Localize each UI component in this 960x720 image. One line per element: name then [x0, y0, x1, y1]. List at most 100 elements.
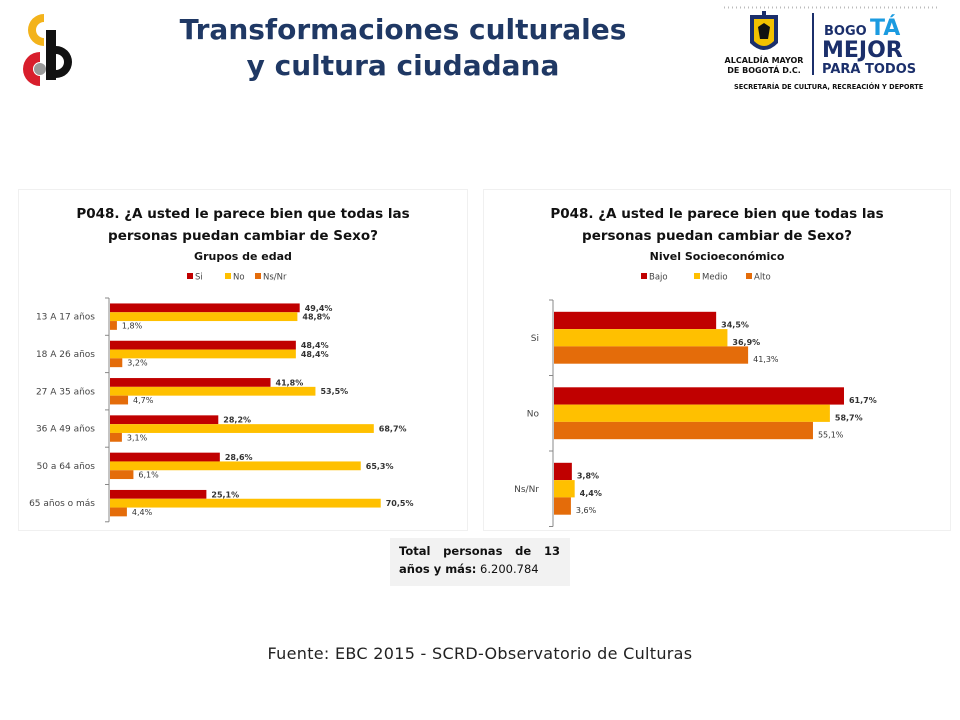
bar-alto-1: [554, 421, 813, 440]
bar-bajo-1: [554, 387, 844, 405]
chart-title-line-2: personas puedan cambiar de Sexo?: [108, 228, 378, 244]
data-label: 36,9%: [732, 338, 760, 347]
legend-swatch-1: [225, 273, 231, 279]
bar-no-0: [110, 312, 298, 322]
legend-label-2: Alto: [754, 273, 771, 283]
secretaria-text: SECRETARÍA DE CULTURA, RECREACIÓN Y DEPO…: [734, 82, 924, 91]
data-label: 49,4%: [305, 304, 333, 313]
legend-swatch-2: [255, 273, 261, 279]
legend-label-0: Si: [195, 273, 203, 283]
bar-medio-1: [554, 404, 830, 422]
legend-swatch-1: [694, 273, 700, 279]
total-word-1: Total: [399, 544, 431, 558]
data-label: 41,8%: [276, 378, 304, 387]
total-persons-box: Total personas de 13 años y más: 6.200.7…: [390, 538, 570, 586]
bar-si-0: [110, 303, 300, 313]
bar-medio-2: [554, 480, 575, 498]
data-label: 68,7%: [379, 424, 407, 433]
bar-si-4: [110, 452, 220, 462]
data-label: 58,7%: [835, 413, 863, 422]
brand-bo: BOGO: [824, 24, 867, 39]
bar-no-2: [110, 386, 316, 396]
category-label-2: 27 A 35 años: [36, 387, 95, 397]
brand-mejor: MEJOR: [822, 38, 903, 63]
bar-nsnr-5: [110, 507, 127, 517]
coat-of-arms-icon: [750, 11, 778, 50]
data-label: 48,4%: [301, 341, 329, 350]
chart-subtitle: Grupos de edad: [194, 250, 292, 263]
bar-medio-0: [554, 329, 728, 347]
data-label: 41,3%: [753, 355, 779, 364]
data-label: 65,3%: [366, 462, 394, 471]
chart-title-line-1: P048. ¿A usted le parece bien que todas …: [550, 206, 883, 222]
title-line-2: y cultura ciudadana: [246, 49, 560, 82]
data-label: 3,2%: [127, 359, 148, 368]
data-label: 34,5%: [721, 321, 749, 330]
data-label: 3,8%: [577, 472, 599, 481]
total-word-3: de: [515, 544, 532, 558]
chart-title-line-2: personas puedan cambiar de Sexo?: [582, 228, 852, 244]
bar-si-2: [110, 378, 271, 387]
category-label-0: Si: [531, 334, 539, 344]
data-label: 53,5%: [320, 387, 348, 396]
data-label: 28,2%: [223, 416, 251, 425]
chart-title-line-1: P048. ¿A usted le parece bien que todas …: [76, 206, 409, 222]
category-label-3: 36 A 49 años: [36, 425, 95, 435]
data-label: 1,8%: [122, 321, 143, 330]
category-label-5: 65 años o más: [29, 499, 95, 509]
bar-si-1: [110, 340, 296, 350]
bar-no-1: [110, 349, 296, 359]
legend-label-0: Bajo: [649, 273, 668, 283]
bar-bajo-0: [554, 311, 717, 330]
data-label: 25,1%: [211, 490, 239, 499]
data-label: 3,6%: [576, 506, 597, 515]
legend-label-2: Ns/Nr: [263, 273, 287, 283]
data-label: 28,6%: [225, 453, 253, 462]
chart-age-groups: P048. ¿A usted le parece bien que todas …: [19, 190, 467, 530]
bar-alto-0: [554, 346, 749, 364]
cb-logo: cb: [18, 10, 78, 90]
bogota-logo: ALCALDÍA MAYOR DE BOGOTÁ D.C. BOGO TÁ ME…: [720, 5, 942, 93]
category-label-1: No: [527, 409, 540, 419]
legend-swatch-0: [641, 273, 647, 279]
logo-gray-dot: [34, 63, 46, 75]
bar-nsnr-3: [110, 432, 122, 442]
data-label: 48,4%: [301, 350, 329, 359]
chart-age-groups-svg: P048. ¿A usted le parece bien que todas …: [29, 206, 414, 523]
chart-subtitle: Nivel Socioeconómico: [650, 250, 785, 263]
bar-si-3: [110, 415, 219, 425]
source-note: Fuente: EBC 2015 - SCRD-Observatorio de …: [267, 644, 693, 663]
entity-line-2: DE BOGOTÁ D.C.: [727, 64, 801, 75]
logo-black-stem: [46, 30, 56, 80]
chart-socioeconomic: P048. ¿A usted le parece bien que todas …: [484, 190, 950, 530]
category-label-2: Ns/Nr: [514, 485, 539, 495]
brand-ta: TÁ: [870, 15, 900, 41]
legend-label-1: No: [233, 273, 245, 283]
slide-title: Transformaciones culturales y cultura ci…: [118, 12, 688, 84]
category-label-1: 18 A 26 años: [36, 350, 95, 360]
data-label: 48,8%: [302, 313, 330, 322]
legend-swatch-2: [746, 273, 752, 279]
bar-nsnr-0: [110, 321, 117, 330]
data-label: 70,5%: [386, 499, 414, 508]
entity-line-1: ALCALDÍA MAYOR: [725, 54, 804, 65]
total-line-1: Total personas de 13: [399, 542, 560, 560]
bar-alto-2: [554, 497, 571, 515]
total-label: años y más:: [399, 562, 477, 576]
category-label-0: 13 A 17 años: [36, 313, 95, 323]
bar-no-4: [110, 461, 361, 471]
legend-label-1: Medio: [702, 273, 728, 283]
bar-no-3: [110, 424, 374, 433]
bar-bajo-2: [554, 462, 572, 481]
data-label: 4,4%: [132, 508, 153, 517]
bar-no-5: [110, 498, 381, 508]
category-label-4: 50 a 64 años: [37, 462, 96, 472]
bar-nsnr-1: [110, 358, 123, 368]
data-label: 4,7%: [133, 396, 154, 405]
logo-divider: [812, 13, 814, 75]
logo-yellow-arc: [28, 14, 44, 46]
brand-para-todos: PARA TODOS: [822, 62, 916, 77]
logo-red-arc: [23, 52, 40, 86]
total-value: 6.200.784: [480, 562, 539, 576]
bar-si-5: [110, 489, 207, 499]
